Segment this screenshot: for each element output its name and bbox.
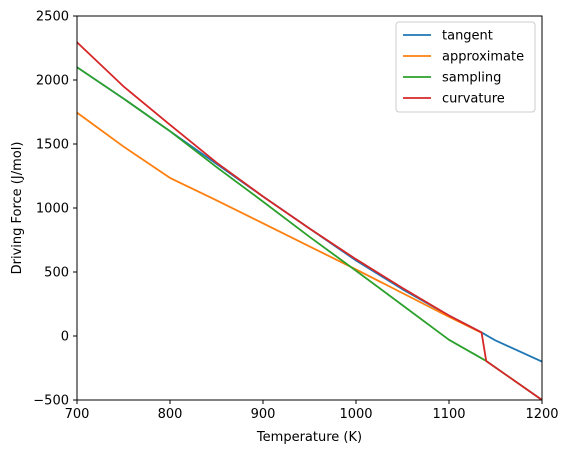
legend-label: sampling	[442, 71, 501, 86]
x-tick-label: 900	[251, 407, 276, 422]
y-axis-ticks: −500 0 500 1000 1500 2000 2500	[33, 10, 77, 409]
series-line-sampling	[77, 66, 542, 400]
x-axis-label: Temperature (K)	[256, 430, 362, 445]
legend-label: approximate	[442, 50, 524, 65]
x-tick-label: 1000	[339, 407, 372, 422]
series-line-curvature	[77, 40, 542, 400]
legend: tangent approximate sampling curvature	[395, 21, 536, 113]
x-tick-label: 700	[65, 407, 90, 422]
legend-box	[395, 21, 536, 113]
y-tick-label: 1000	[36, 202, 69, 217]
y-tick-label: −500	[33, 394, 69, 409]
x-tick-label: 1200	[525, 407, 558, 422]
y-tick-label: 500	[44, 266, 69, 281]
y-tick-label: 2500	[36, 10, 69, 25]
series-line-approximate	[77, 111, 483, 335]
y-tick-label: 1500	[36, 138, 69, 153]
legend-label: tangent	[442, 29, 493, 44]
x-tick-label: 800	[158, 407, 183, 422]
y-tick-label: 0	[61, 330, 69, 345]
legend-label: curvature	[442, 92, 505, 107]
series-lines	[77, 40, 542, 400]
y-tick-label: 2000	[36, 74, 69, 89]
x-tick-label: 1100	[432, 407, 465, 422]
y-axis-label: Driving Force (J/mol)	[10, 142, 25, 275]
x-axis-ticks: 700 800 900 1000 1100 1200	[65, 400, 559, 422]
